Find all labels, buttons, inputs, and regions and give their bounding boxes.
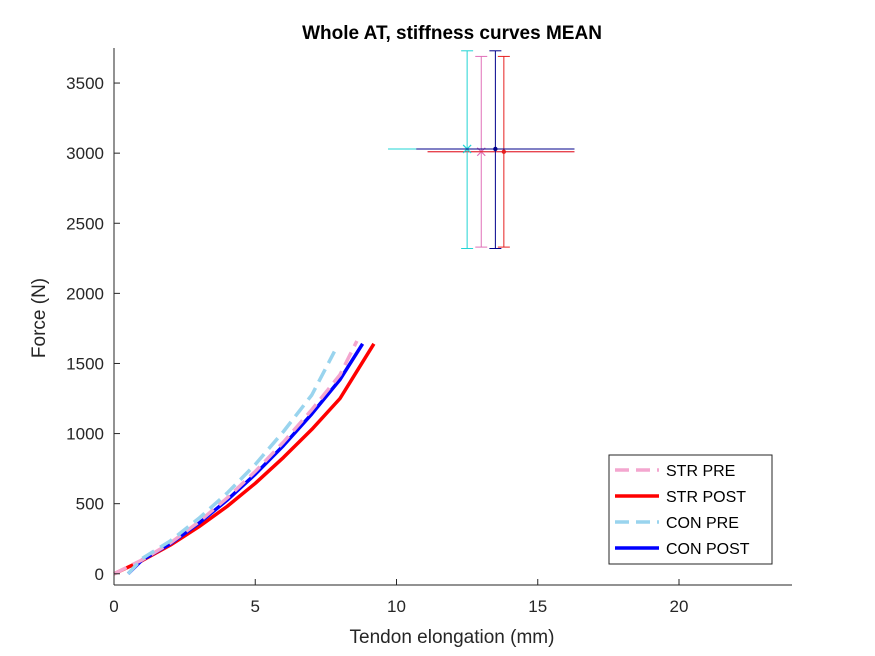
y-tick-label: 0 <box>95 565 104 584</box>
y-axis-label: Force (N) <box>29 278 50 358</box>
series-line-con-pre <box>126 350 336 575</box>
error-point-con-post <box>416 50 575 249</box>
y-tick-label: 2000 <box>66 284 104 303</box>
error-point-str-post <box>427 55 575 248</box>
series-line-str-pre <box>113 340 359 576</box>
legend-label: STR PRE <box>666 463 735 480</box>
legend-box <box>608 454 773 565</box>
x-tick-label: 10 <box>387 597 406 616</box>
y-tick-label: 1000 <box>66 425 104 444</box>
legend-label: CON PRE <box>666 515 739 532</box>
dot-marker <box>501 149 507 154</box>
ticks: 0 5 10 15 20 0 500 1000 1500 2000 2500 3000 3500 <box>66 74 688 616</box>
legend-label: CON POST <box>666 541 750 558</box>
x-tick-label: 5 <box>251 597 260 616</box>
x-axis-label: Tendon elongation (mm) <box>350 627 555 648</box>
chart-title: Whole AT, stiffness curves MEAN <box>302 23 602 44</box>
x-tick-label: 15 <box>528 597 547 616</box>
y-tick-label: 2500 <box>66 214 104 233</box>
x-tick-label: 0 <box>109 597 118 616</box>
y-tick-label: 500 <box>76 495 104 514</box>
dot-marker <box>493 146 498 152</box>
series-line-con-post <box>126 342 365 576</box>
legend-label: STR POST <box>666 489 746 506</box>
x-tick-label: 20 <box>670 597 689 616</box>
y-tick-label: 3500 <box>66 74 104 93</box>
plot-area <box>113 50 575 576</box>
y-tick-label: 1500 <box>66 354 104 373</box>
y-tick-label: 3000 <box>66 144 104 163</box>
legend: STR PRE STR POST CON PRE CON POST <box>608 454 773 565</box>
